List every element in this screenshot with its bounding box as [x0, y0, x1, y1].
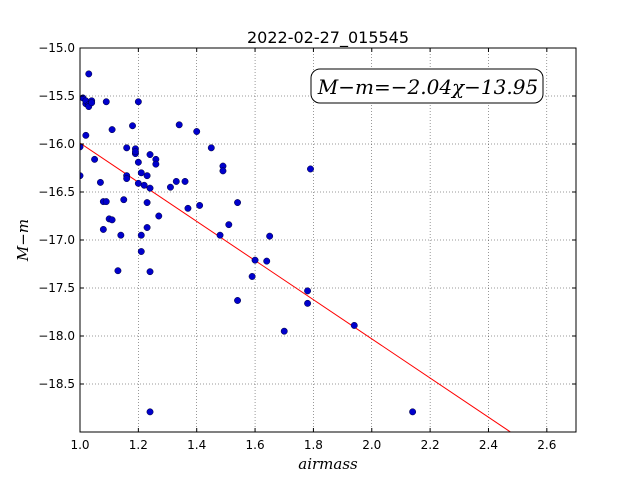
- data-point: [102, 98, 110, 106]
- x-tick-label: 2.6: [537, 438, 556, 452]
- y-tick-label: −17.5: [38, 281, 75, 295]
- data-point: [129, 122, 136, 130]
- y-tick-label: −15.5: [38, 89, 75, 103]
- data-point: [263, 257, 271, 265]
- data-point: [184, 204, 192, 212]
- data-point: [304, 287, 312, 295]
- data-point: [234, 199, 242, 207]
- data-point: [251, 256, 259, 264]
- chart-title: 2022-02-27_015545: [247, 28, 409, 48]
- x-tick-label: 2.0: [362, 438, 381, 452]
- data-point: [117, 231, 125, 239]
- data-point: [137, 231, 145, 239]
- data-point: [134, 158, 142, 166]
- data-point: [146, 151, 154, 159]
- y-axis-label: M−m: [14, 219, 32, 262]
- y-tick-label: −17.0: [38, 233, 75, 247]
- data-point: [99, 225, 107, 233]
- x-tick-label: 2.2: [421, 438, 440, 452]
- data-point: [409, 408, 417, 416]
- data-point: [123, 144, 131, 152]
- data-point: [134, 98, 142, 106]
- data-point: [207, 144, 215, 152]
- y-tick-label: −18.0: [38, 329, 75, 343]
- data-point: [216, 231, 224, 239]
- data-point: [96, 178, 104, 186]
- data-point: [304, 299, 312, 307]
- data-point: [143, 172, 151, 180]
- data-point: [131, 148, 139, 156]
- fit-equation-text: M−m=−2.04χ−13.95: [317, 75, 538, 99]
- data-point: [175, 121, 183, 129]
- x-tick-label: 1.4: [187, 438, 206, 452]
- y-tick-label: −16.5: [38, 185, 75, 199]
- data-point: [155, 212, 163, 220]
- data-point: [152, 160, 160, 168]
- y-tick-label: −15.0: [38, 41, 75, 55]
- data-point: [85, 70, 93, 78]
- plot-data-area: [80, 70, 512, 432]
- fit-equation-frame: [310, 68, 544, 104]
- data-point: [225, 221, 233, 229]
- y-tick-label: −16.0: [38, 137, 75, 151]
- data-point: [280, 327, 288, 335]
- data-point: [166, 183, 174, 191]
- x-tick-label: 1.2: [129, 438, 148, 452]
- data-point: [140, 181, 148, 189]
- data-point: [248, 273, 256, 280]
- data-point: [146, 184, 154, 192]
- data-point: [91, 155, 99, 163]
- data-point: [196, 201, 204, 209]
- data-point: [193, 128, 201, 135]
- data-point: [219, 167, 227, 175]
- x-tick-label: 1.0: [70, 438, 89, 452]
- data-point: [266, 232, 274, 240]
- data-point: [137, 169, 145, 177]
- data-point: [181, 177, 189, 185]
- data-point: [143, 224, 151, 231]
- data-point: [134, 179, 142, 187]
- data-point: [120, 196, 128, 204]
- data-point: [82, 131, 90, 139]
- data-point: [350, 321, 358, 329]
- x-tick-label: 2.4: [479, 438, 498, 452]
- fit-equation-box: M−m=−2.04χ−13.95: [310, 68, 544, 104]
- data-point: [102, 198, 110, 206]
- data-point: [114, 267, 122, 275]
- x-tick-label: 1.8: [304, 438, 323, 452]
- axis-ticks: 1.0 1.2 1.4 1.6 1.8 2.0 2.2 2.4 2.6 −15.0 −15.5 −16…: [38, 41, 576, 452]
- data-point: [234, 297, 242, 304]
- y-tick-label: −18.5: [38, 377, 75, 391]
- grid-lines: [79, 47, 576, 432]
- data-point: [172, 177, 180, 185]
- data-point: [307, 165, 314, 173]
- x-tick-label: 1.6: [246, 438, 265, 452]
- data-point: [123, 175, 131, 183]
- data-point: [88, 99, 96, 107]
- fit-line: [80, 142, 512, 432]
- data-point: [137, 248, 145, 255]
- plot-frame: [79, 47, 577, 433]
- x-axis-label: airmass: [298, 455, 358, 473]
- data-point: [146, 408, 154, 416]
- data-point: [146, 268, 154, 276]
- data-point: [108, 126, 116, 134]
- data-point: [143, 199, 151, 207]
- data-point: [108, 216, 116, 224]
